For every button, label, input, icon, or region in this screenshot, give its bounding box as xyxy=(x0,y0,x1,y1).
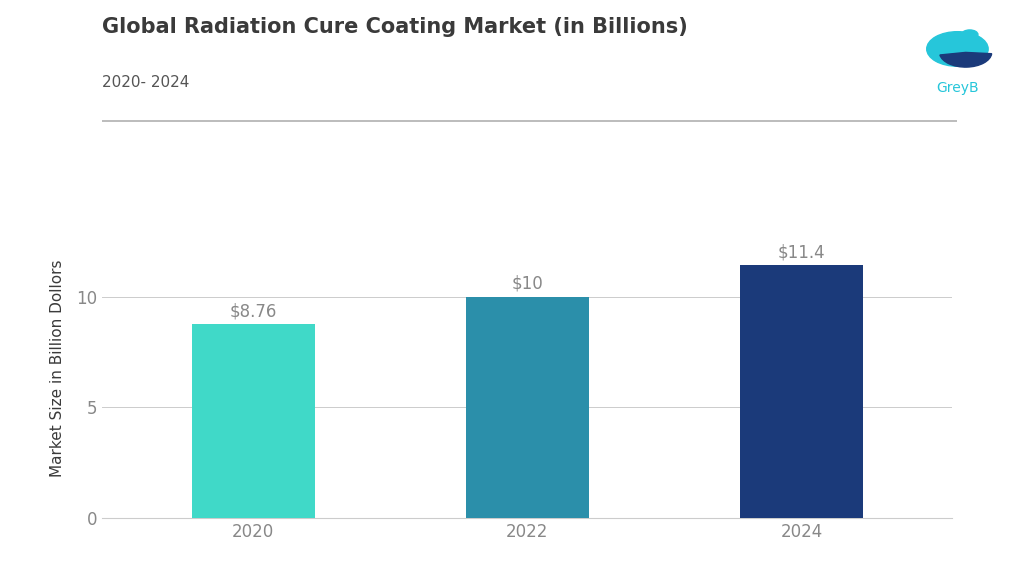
Bar xyxy=(466,297,589,518)
Text: $8.76: $8.76 xyxy=(229,302,276,320)
Text: GreyB: GreyB xyxy=(936,81,979,94)
Y-axis label: Market Size in Billion Dollors: Market Size in Billion Dollors xyxy=(50,260,66,478)
Bar xyxy=(191,324,315,518)
Text: Global Radiation Cure Coating Market (in Billions): Global Radiation Cure Coating Market (in… xyxy=(102,17,688,37)
Bar xyxy=(739,266,863,518)
Text: $11.4: $11.4 xyxy=(777,244,825,262)
Text: 2020- 2024: 2020- 2024 xyxy=(102,75,189,90)
Text: $10: $10 xyxy=(511,275,544,293)
